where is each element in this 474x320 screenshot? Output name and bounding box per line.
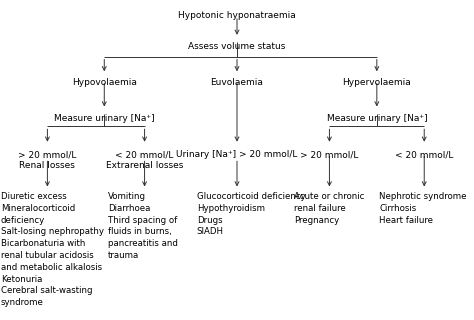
Text: Measure urinary [Na⁺]: Measure urinary [Na⁺] bbox=[54, 114, 155, 123]
Text: Hypotonic hyponatraemia: Hypotonic hyponatraemia bbox=[178, 11, 296, 20]
Text: Hypovolaemia: Hypovolaemia bbox=[72, 78, 137, 87]
Text: Measure urinary [Na⁺]: Measure urinary [Na⁺] bbox=[327, 114, 427, 123]
Text: Diuretic excess
Mineralocorticoid
deficiency
Salt-losing nephropathy
Bicarbonatu: Diuretic excess Mineralocorticoid defici… bbox=[1, 192, 104, 307]
Text: Glucocorticoid deficiency
Hypothyroidism
Drugs
SIADH: Glucocorticoid deficiency Hypothyroidism… bbox=[197, 192, 305, 236]
Text: Vomiting
Diarrhoea
Third spacing of
fluids in burns,
pancreatitis and
trauma: Vomiting Diarrhoea Third spacing of flui… bbox=[108, 192, 178, 260]
Text: Assess volume status: Assess volume status bbox=[188, 42, 286, 51]
Text: Hypervolaemia: Hypervolaemia bbox=[342, 78, 411, 87]
Text: Urinary [Na⁺] > 20 mmol/L: Urinary [Na⁺] > 20 mmol/L bbox=[176, 150, 298, 159]
Text: Euvolaemia: Euvolaemia bbox=[210, 78, 264, 87]
Text: > 20 mmol/L
Renal losses: > 20 mmol/L Renal losses bbox=[18, 150, 77, 171]
Text: < 20 mmol/L
Extrarenal losses: < 20 mmol/L Extrarenal losses bbox=[106, 150, 183, 171]
Text: Acute or chronic
renal failure
Pregnancy: Acute or chronic renal failure Pregnancy bbox=[294, 192, 364, 225]
Text: > 20 mmol/L: > 20 mmol/L bbox=[300, 150, 359, 159]
Text: < 20 mmol/L: < 20 mmol/L bbox=[395, 150, 454, 159]
Text: Nephrotic syndrome
Cirrhosis
Heart failure: Nephrotic syndrome Cirrhosis Heart failu… bbox=[379, 192, 467, 225]
